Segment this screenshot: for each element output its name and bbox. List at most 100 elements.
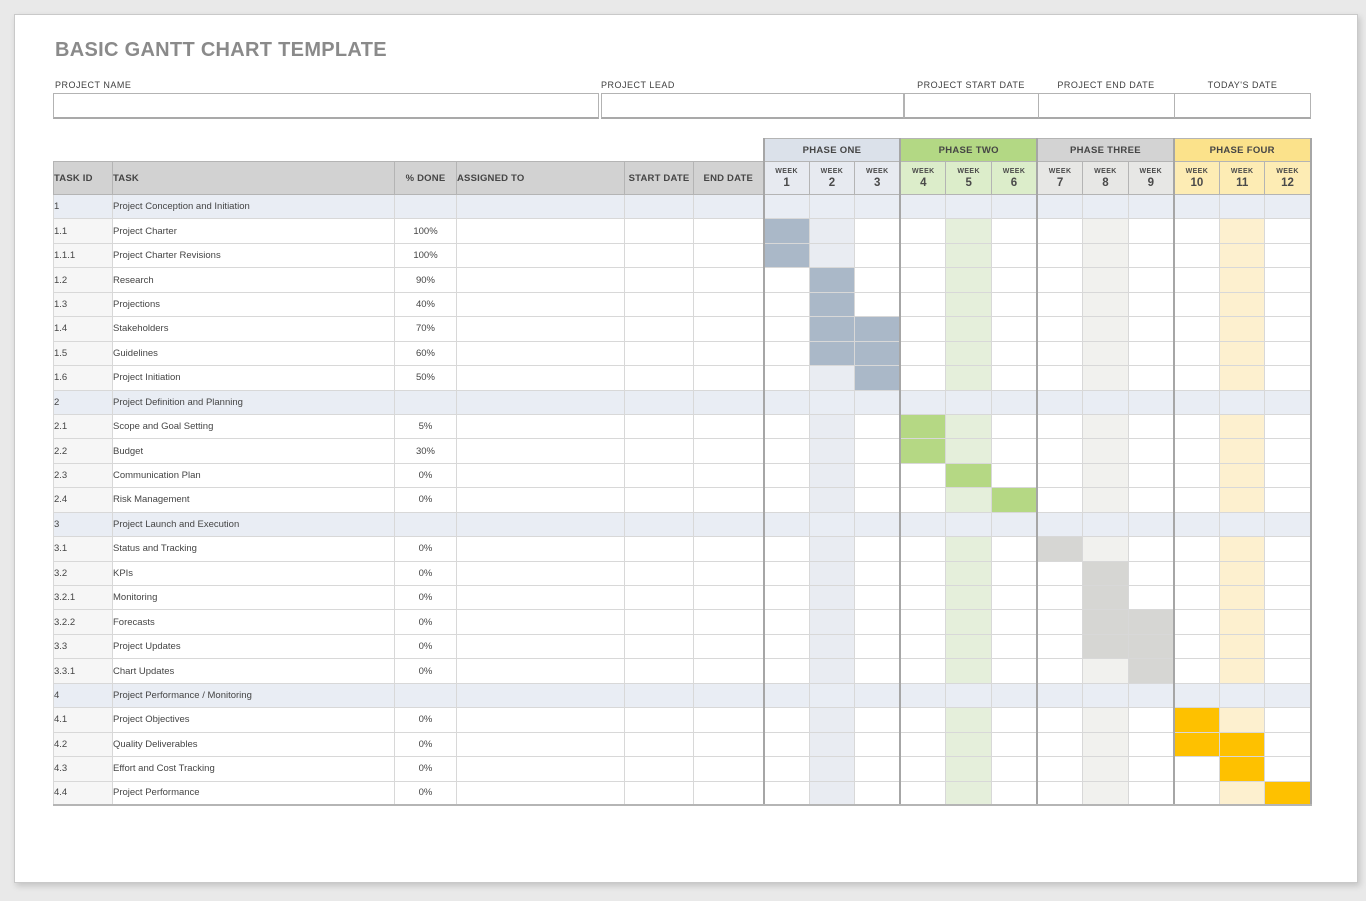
gantt-cell-week-2 — [808, 682, 856, 709]
gantt-cell-week-6 — [990, 340, 1039, 367]
gantt-cell-week-5 — [945, 658, 992, 684]
gantt-cell-week-4 — [899, 193, 947, 220]
gantt-bar-cell-week-3 — [854, 340, 902, 367]
end-date-cell — [692, 536, 765, 562]
gantt-cell-week-9 — [1127, 242, 1175, 269]
task-name-cell: Status and Tracking — [112, 536, 395, 562]
phase-header: PHASE FOUR — [1173, 138, 1312, 162]
gantt-cell-week-5 — [945, 389, 992, 415]
assigned-to-cell — [456, 462, 625, 489]
project-name-field[interactable] — [53, 93, 599, 119]
gantt-cell-week-6 — [990, 682, 1039, 709]
gantt-cell-week-10 — [1173, 340, 1220, 367]
percent-done-cell — [394, 682, 457, 709]
gantt-table: PHASE ONE PHASE TWO PHASE THREE PHASE FOUR T… — [53, 138, 1312, 807]
sheet: BASIC GANTT CHART TEMPLATE PROJECT NAME … — [14, 14, 1358, 883]
gantt-cell-week-6 — [990, 609, 1039, 635]
gantt-cell-week-8 — [1082, 316, 1129, 342]
section-row: 3 Project Launch and Execution — [53, 511, 1312, 538]
gantt-cell-week-9 — [1127, 560, 1175, 587]
percent-done-cell — [394, 193, 457, 220]
assigned-to-cell — [456, 682, 625, 709]
gantt-cell-week-3 — [854, 193, 902, 220]
gantt-bar-cell-week-4 — [899, 438, 947, 464]
column-header: START DATE — [624, 161, 694, 195]
gantt-cell-week-5 — [945, 780, 992, 807]
assigned-to-cell — [456, 511, 625, 538]
start-date-cell — [624, 193, 694, 220]
gantt-cell-week-7 — [1036, 658, 1084, 684]
gantt-cell-week-1 — [762, 316, 810, 342]
task-row: 2.2 Budget 30% — [53, 438, 1312, 464]
percent-done-cell — [394, 511, 457, 538]
task-id-cell: 2.3 — [53, 462, 113, 489]
gantt-cell-week-11 — [1218, 780, 1266, 807]
assigned-to-cell — [456, 365, 625, 391]
gantt-cell-week-2 — [808, 560, 856, 587]
gantt-cell-week-8 — [1082, 487, 1129, 513]
gantt-cell-week-11 — [1218, 316, 1266, 342]
gantt-cell-week-12 — [1264, 316, 1312, 342]
gantt-bar-cell-week-2 — [808, 316, 856, 342]
gantt-bar-cell-week-3 — [854, 365, 902, 391]
task-name-cell: Project Conception and Initiation — [112, 193, 395, 220]
gantt-cell-week-11 — [1218, 242, 1266, 269]
gantt-cell-week-9 — [1127, 193, 1175, 220]
end-date-cell — [692, 242, 765, 269]
section-row: 2 Project Definition and Planning — [53, 389, 1312, 415]
gantt-cell-week-7 — [1036, 731, 1084, 758]
gantt-cell-week-6 — [990, 780, 1039, 807]
gantt-cell-week-10 — [1173, 389, 1220, 415]
end-date-cell — [692, 560, 765, 587]
end-date-cell — [692, 707, 765, 733]
project-end-date-field[interactable] — [1038, 93, 1175, 119]
gantt-cell-week-7 — [1036, 267, 1084, 293]
gantt-cell-week-9 — [1127, 218, 1175, 244]
task-row: 3.3.1 Chart Updates 0% — [53, 658, 1312, 684]
percent-done-cell: 60% — [394, 340, 457, 367]
gantt-cell-week-4 — [899, 340, 947, 367]
gantt-cell-week-12 — [1264, 291, 1312, 318]
gantt-cell-week-6 — [990, 316, 1039, 342]
project-start-date-field[interactable] — [904, 93, 1039, 119]
gantt-cell-week-8 — [1082, 756, 1129, 782]
week-header: WEEK 10 — [1173, 161, 1220, 195]
gantt-cell-week-9 — [1127, 316, 1175, 342]
gantt-bar-cell-week-1 — [762, 242, 810, 269]
project-lead-field[interactable] — [601, 93, 904, 119]
gantt-cell-week-2 — [808, 536, 856, 562]
gantt-cell-week-3 — [854, 584, 902, 611]
gantt-cell-week-10 — [1173, 633, 1220, 660]
gantt-cell-week-4 — [899, 267, 947, 293]
gantt-cell-week-12 — [1264, 511, 1312, 538]
assigned-to-cell — [456, 267, 625, 293]
gantt-cell-week-10 — [1173, 487, 1220, 513]
start-date-cell — [624, 756, 694, 782]
gantt-cell-week-3 — [854, 707, 902, 733]
gantt-cell-week-12 — [1264, 389, 1312, 415]
todays-date-field[interactable] — [1174, 93, 1311, 119]
assigned-to-cell — [456, 316, 625, 342]
gantt-cell-week-10 — [1173, 316, 1220, 342]
gantt-cell-week-12 — [1264, 340, 1312, 367]
task-id-cell: 1.6 — [53, 365, 113, 391]
gantt-cell-week-12 — [1264, 707, 1312, 733]
gantt-cell-week-11 — [1218, 438, 1266, 464]
gantt-cell-week-11 — [1218, 536, 1266, 562]
assigned-to-cell — [456, 413, 625, 440]
gantt-cell-week-11 — [1218, 218, 1266, 244]
start-date-cell — [624, 487, 694, 513]
gantt-cell-week-1 — [762, 462, 810, 489]
task-id-cell: 3.2.2 — [53, 609, 113, 635]
gantt-cell-week-5 — [945, 682, 992, 709]
gantt-cell-week-9 — [1127, 389, 1175, 415]
gantt-cell-week-10 — [1173, 511, 1220, 538]
end-date-cell — [692, 389, 765, 415]
percent-done-cell: 0% — [394, 584, 457, 611]
task-row: 4.3 Effort and Cost Tracking 0% — [53, 756, 1312, 782]
gantt-cell-week-6 — [990, 658, 1039, 684]
task-row: 1.5 Guidelines 60% — [53, 340, 1312, 367]
column-header: TASK ID — [53, 161, 113, 195]
gantt-cell-week-2 — [808, 511, 856, 538]
